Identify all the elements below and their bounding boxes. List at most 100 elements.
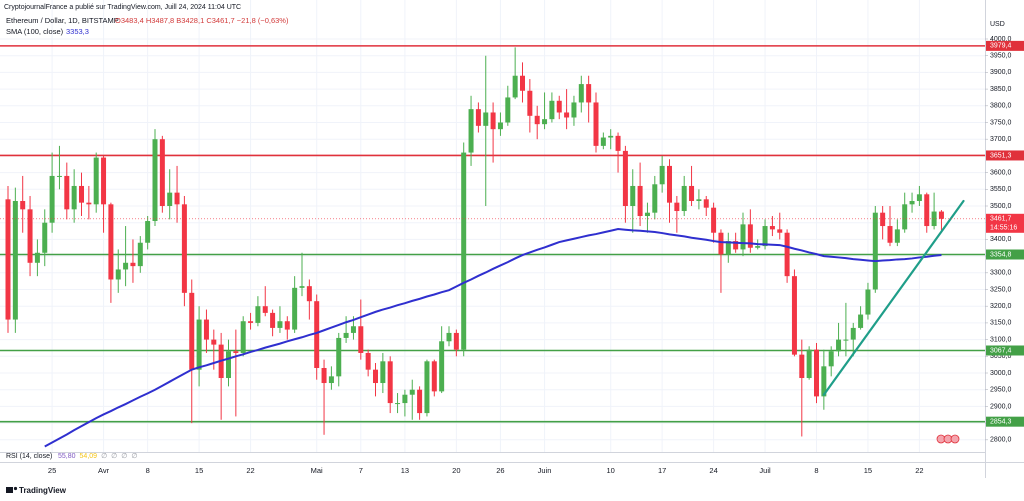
y-tick-label: 3200,0	[990, 303, 1012, 310]
candle-body	[652, 184, 658, 213]
candle-body	[336, 337, 342, 377]
candle-body	[556, 100, 562, 113]
candle-body	[130, 262, 136, 267]
x-tick-label: 15	[864, 466, 872, 475]
y-tick-label: 2800,0	[990, 437, 1012, 444]
candle-body	[777, 229, 783, 233]
last-price-label: 3461,7	[990, 216, 1012, 223]
candle-body	[564, 112, 570, 118]
candle-body	[858, 314, 864, 328]
candle-body	[887, 226, 893, 243]
candle-body	[644, 212, 650, 217]
currency: USD	[990, 21, 1005, 28]
candle-body	[534, 115, 540, 125]
sma-value: 3353,3	[66, 27, 89, 36]
x-tick-label: Mai	[311, 466, 323, 475]
candle-body	[549, 100, 555, 120]
candle-body	[843, 339, 849, 341]
candle-body	[240, 321, 246, 353]
candle-body	[483, 112, 489, 126]
candle-body	[821, 366, 827, 397]
candle-body	[270, 312, 276, 328]
symbol-name: Ethereum / Dollar, 1D, BITSTAMP	[6, 16, 119, 25]
candle-body	[689, 185, 695, 201]
candle-body	[5, 199, 11, 320]
candle-body	[894, 229, 900, 243]
candle-body	[880, 212, 886, 227]
sma-line	[44, 228, 942, 448]
x-tick-label: 26	[496, 466, 504, 475]
y-tick-label: 3150,0	[990, 320, 1012, 327]
candle-body	[578, 84, 584, 103]
candle-body	[916, 194, 922, 201]
candle-body	[512, 75, 518, 98]
rsi-value: 55,80	[58, 453, 76, 460]
candle-body	[277, 321, 283, 328]
candle-body	[387, 361, 393, 404]
candle-body	[145, 221, 151, 243]
x-tick-label: 22	[915, 466, 923, 475]
candle-body	[108, 204, 114, 280]
candle-body	[468, 109, 474, 153]
candle-body	[446, 332, 452, 342]
candle-body	[292, 287, 298, 330]
candle-body	[600, 137, 606, 146]
candle-body	[233, 351, 239, 353]
candle-body	[865, 289, 871, 315]
candle-body	[417, 389, 423, 414]
y-tick-label: 3000,0	[990, 370, 1012, 377]
candle-body	[189, 292, 195, 370]
candle-body	[755, 246, 761, 248]
candle-body	[424, 361, 430, 414]
candle-body	[681, 185, 687, 212]
rsi-name: RSI (14, close)	[6, 453, 52, 460]
x-tick-label: 22	[246, 466, 254, 475]
y-tick-label: 3400,0	[990, 236, 1012, 243]
candle-body	[306, 286, 312, 302]
candle-body	[343, 332, 349, 338]
y-tick-label: 3500,0	[990, 203, 1012, 210]
candle-body	[314, 301, 320, 368]
candle-body	[836, 339, 842, 352]
level-label: 3979,4	[990, 43, 1012, 50]
candle-body	[174, 192, 180, 205]
candle-body	[784, 232, 790, 277]
candle-body	[593, 102, 599, 146]
plot-area	[0, 45, 985, 448]
level-label-box	[986, 40, 1024, 51]
y-tick-label: 3750,0	[990, 119, 1012, 126]
candle-body	[159, 139, 165, 207]
candle-body	[931, 211, 937, 227]
y-tick-label: 3100,0	[990, 336, 1012, 343]
x-tick-label: 7	[359, 466, 363, 475]
candle-body	[380, 361, 386, 384]
candle-body	[608, 135, 614, 138]
x-tick-label: 13	[401, 466, 409, 475]
candle-body	[637, 185, 643, 217]
candle-body	[520, 75, 525, 91]
candle-body	[12, 200, 18, 320]
x-tick-label: 8	[814, 466, 818, 475]
candle-body	[373, 369, 378, 384]
candle-body	[93, 157, 99, 205]
candle-body	[733, 241, 739, 250]
y-tick-label: 2900,0	[990, 403, 1012, 410]
candle-body	[115, 269, 121, 280]
candle-body	[402, 394, 408, 404]
level-label-box	[986, 345, 1024, 356]
event-icon	[950, 434, 960, 444]
last-price-box	[986, 213, 1024, 233]
y-tick-label: 3850,0	[990, 86, 1012, 93]
rsi-value: ∅	[121, 453, 127, 460]
candle-body	[505, 97, 511, 123]
level-label-box	[986, 249, 1024, 260]
candle-body	[630, 185, 636, 207]
level-label: 3067,4	[990, 347, 1012, 354]
candle-body	[196, 319, 202, 370]
grid	[0, 0, 985, 452]
candle-body	[71, 185, 77, 210]
y-tick-label: 3900,0	[990, 69, 1012, 76]
candle-body	[358, 326, 364, 353]
